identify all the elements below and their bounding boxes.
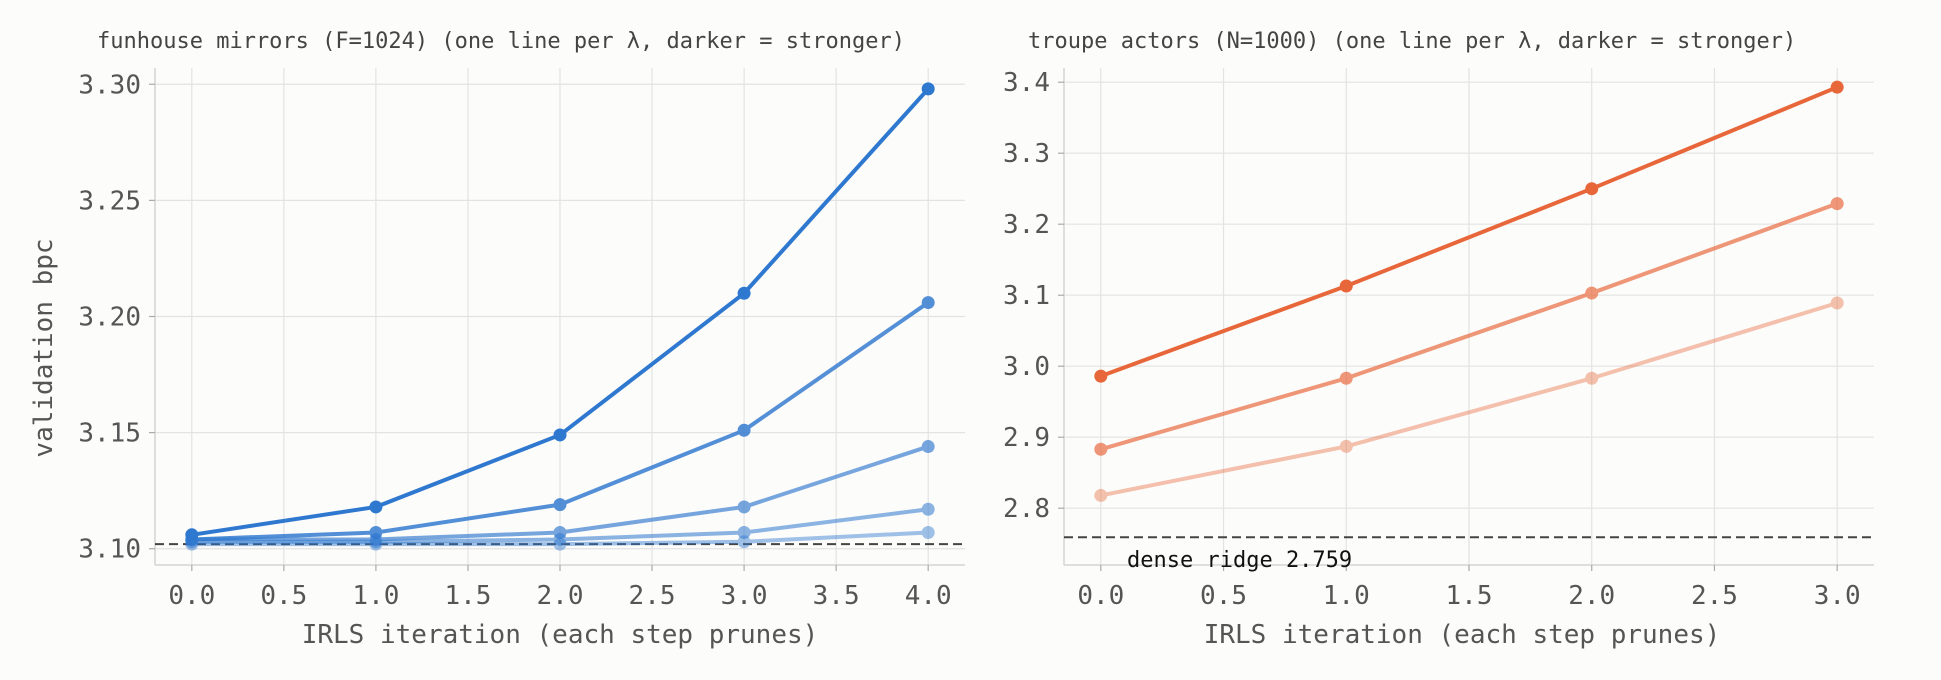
- right-series-2-point-3: [1830, 80, 1844, 94]
- right-series-1: [1094, 197, 1844, 456]
- left-x-axis-label: IRLS iteration (each step prunes): [302, 620, 819, 650]
- left-plot-area: 0.0 0.5 1.0 1.5 2.0 2.5 3.0 3.5 4.0 3.10 3.15 3.20 3…: [78, 68, 965, 611]
- left-y-axis-label: validation bpc: [29, 238, 59, 457]
- left-series-2-point-4: [921, 440, 935, 454]
- left-y-tick-label-2: 3.20: [78, 303, 141, 333]
- left-series-4-point-4: [921, 82, 935, 96]
- right-x-axis-label: IRLS iteration (each step prunes): [1204, 620, 1721, 650]
- left-x-tick-label-5: 2.5: [629, 581, 676, 611]
- left-series-2-point-2: [553, 525, 567, 539]
- right-series-1-line: [1098, 201, 1840, 452]
- left-y-tick-label-1: 3.15: [78, 419, 141, 449]
- left-y-tick-label-0: 3.10: [78, 535, 141, 565]
- left-series-2-point-3: [737, 500, 751, 514]
- right-series-1-point-3: [1830, 197, 1844, 211]
- left-series-3-point-3: [737, 423, 751, 437]
- right-x-tick-label-5: 2.5: [1691, 581, 1738, 611]
- right-y-tick-label-3: 3.1: [1003, 281, 1050, 311]
- right-x-tick-label-0: 0.0: [1077, 581, 1124, 611]
- right-y-tick-label-6: 3.4: [1003, 68, 1050, 98]
- left-series-4: [185, 82, 935, 542]
- left-series-3-point-2: [553, 498, 567, 512]
- left-series-1-point-3: [737, 525, 751, 539]
- left-chart-title: funhouse mirrors (F=1024) (one line per …: [97, 29, 905, 54]
- dense-ridge-annotation: dense ridge 2.759: [1127, 548, 1352, 573]
- right-series-1-point-0: [1094, 442, 1108, 456]
- left-x-tick-label-2: 1.0: [352, 581, 399, 611]
- left-x-tick-label-3: 1.5: [444, 581, 491, 611]
- left-x-tick-label-1: 0.5: [260, 581, 307, 611]
- right-series-0-line: [1098, 301, 1840, 498]
- right-series-2-point-1: [1339, 279, 1353, 293]
- left-series-4-point-0: [185, 528, 199, 542]
- right-chart-title: troupe actors (N=1000) (one line per λ, …: [1028, 29, 1796, 54]
- left-panel: funhouse mirrors (F=1024) (one line per …: [29, 29, 965, 650]
- left-series-0-point-4: [921, 525, 935, 539]
- left-series-1-point-4: [921, 502, 935, 516]
- left-x-tick-label-0: 0.0: [168, 581, 215, 611]
- right-y-tick-label-4: 3.2: [1003, 210, 1050, 240]
- left-y-tick-label-4: 3.30: [78, 70, 141, 100]
- right-plot-area: 0.0 0.5 1.0 1.5 2.0 2.5 3.0 2.8 2.9 3.0 3.1 3.2 3.3 3…: [1003, 68, 1874, 611]
- left-x-tick-label-7: 3.5: [813, 581, 860, 611]
- left-series-0-point-3: [737, 535, 751, 549]
- right-y-tick-label-5: 3.3: [1003, 139, 1050, 169]
- right-series-0-point-0: [1094, 488, 1108, 502]
- left-x-tick-label-8: 4.0: [905, 581, 952, 611]
- right-y-tick-label-1: 2.9: [1003, 423, 1050, 453]
- right-series-0: [1094, 296, 1844, 502]
- right-series-2-line: [1098, 85, 1840, 379]
- left-series-4-point-1: [369, 500, 383, 514]
- right-series-0-point-2: [1585, 371, 1599, 385]
- left-series-4-point-3: [737, 286, 751, 300]
- left-x-tick-label-6: 3.0: [721, 581, 768, 611]
- right-x-tick-label-4: 2.0: [1568, 581, 1615, 611]
- right-x-tick-label-2: 1.0: [1323, 581, 1370, 611]
- left-x-tick-label-4: 2.0: [537, 581, 584, 611]
- right-panel: troupe actors (N=1000) (one line per λ, …: [1003, 29, 1874, 650]
- right-series-0-point-1: [1339, 439, 1353, 453]
- left-series-3-point-4: [921, 296, 935, 310]
- right-series-2-point-0: [1094, 369, 1108, 383]
- right-y-tick-label-0: 2.8: [1003, 494, 1050, 524]
- right-series-0-point-3: [1830, 296, 1844, 310]
- right-series-1-point-1: [1339, 371, 1353, 385]
- right-x-tick-label-1: 0.5: [1200, 581, 1247, 611]
- right-series-1-point-2: [1585, 286, 1599, 300]
- left-y-tick-label-3: 3.25: [78, 186, 141, 216]
- right-series-2: [1094, 80, 1844, 383]
- right-x-tick-label-3: 1.5: [1446, 581, 1493, 611]
- right-y-tick-label-2: 3.0: [1003, 352, 1050, 382]
- left-series-3-point-1: [369, 525, 383, 539]
- right-x-tick-label-6: 3.0: [1814, 581, 1861, 611]
- right-series-2-point-2: [1585, 182, 1599, 196]
- left-series-4-point-2: [553, 428, 567, 442]
